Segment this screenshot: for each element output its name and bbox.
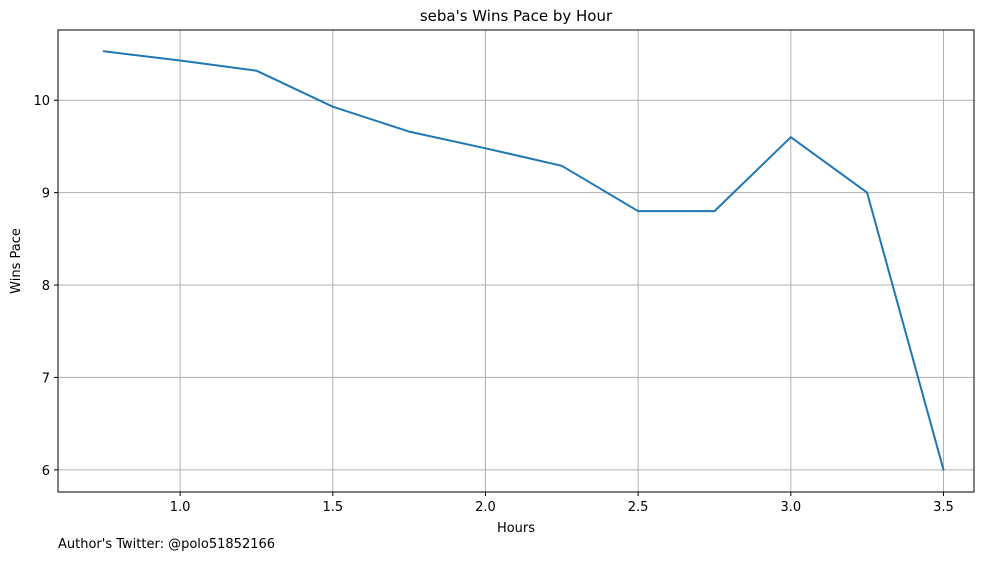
plot-frame (57, 29, 975, 493)
x-tick-label: 1.0 (170, 500, 191, 515)
y-tick-label: 6 (42, 464, 50, 479)
y-axis-label: Wins Pace (9, 228, 24, 294)
y-tick-label: 9 (42, 187, 50, 202)
x-axis-label: Hours (497, 521, 535, 536)
series-lines (102, 50, 945, 471)
x-tick-label: 3.0 (780, 500, 801, 515)
x-tick-label: 2.0 (475, 500, 496, 515)
x-tick-label: 3.5 (933, 500, 954, 515)
y-tick-label: 10 (33, 94, 50, 109)
chart-title: seba's Wins Pace by Hour (420, 7, 613, 25)
x-tick-label: 1.5 (322, 500, 343, 515)
series-line (102, 50, 945, 471)
x-tick-label: 2.5 (628, 500, 649, 515)
grid-lines (58, 30, 974, 492)
y-tick-label: 7 (42, 371, 50, 386)
y-tick-label: 8 (42, 279, 50, 294)
axis-ticks: 1.0 1.5 2.0 2.5 3.0 3.5 6 7 8 9 10 (33, 94, 953, 515)
author-footnote: Author's Twitter: @polo51852166 (58, 537, 276, 552)
